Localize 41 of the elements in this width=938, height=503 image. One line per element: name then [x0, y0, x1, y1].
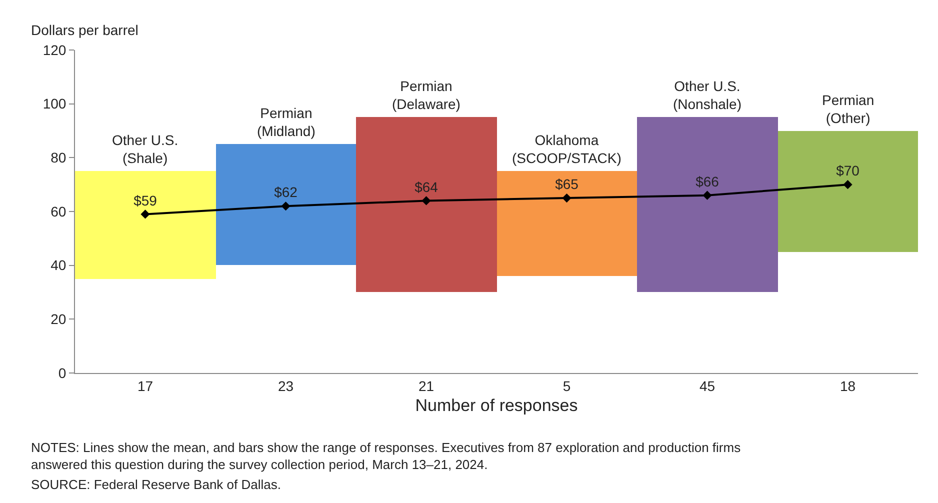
point — [562, 193, 572, 203]
x-tick-label: 45 — [699, 378, 716, 394]
annotation: Other U.S. (Nonshale) — [673, 78, 742, 112]
x-tick-label: 21 — [418, 378, 434, 394]
data-label: $64 — [414, 178, 438, 195]
data-label: $59 — [134, 192, 158, 208]
bar — [75, 171, 216, 279]
bar — [497, 171, 637, 276]
y-tick-label: 60 — [50, 203, 66, 220]
data-label: $66 — [696, 173, 720, 190]
annotation: Permian (Delaware) — [392, 78, 460, 112]
point — [702, 190, 712, 200]
y-tick-label: 100 — [42, 96, 66, 112]
point — [140, 210, 150, 219]
y-tick-label: 80 — [50, 150, 66, 166]
annotation: Permian (Other) — [822, 92, 874, 126]
x-axis-title: Number of responses — [415, 396, 578, 416]
annotation: Other U.S. (Shale) — [112, 132, 178, 166]
data-label: $62 — [274, 184, 298, 200]
y-tick-label: 0 — [58, 364, 66, 381]
bar — [637, 117, 778, 292]
y-tick-label: 40 — [50, 257, 66, 274]
x-tick-label: 23 — [278, 378, 294, 394]
source-note: SOURCE: Federal Reserve Bank of Dallas. — [31, 477, 281, 492]
x-tick-label: 18 — [840, 378, 856, 394]
annotation: Permian (Midland) — [257, 105, 316, 140]
bar — [216, 144, 356, 265]
x-tick-label: 5 — [562, 378, 571, 394]
x-tick-label: 17 — [137, 378, 154, 394]
data-label: $70 — [836, 162, 860, 179]
data-label: $65 — [555, 176, 579, 192]
y-tick-label: 120 — [42, 42, 66, 58]
text: NOTES: Lines show the mean, and bars show the range of responses. Executives from 87 exploration and production firms answered this question during the survey collection period, March 13–21, 2024. — [31, 440, 742, 472]
y-axis-title: Dollars per barrel — [31, 22, 138, 38]
bar — [778, 131, 918, 252]
point — [281, 202, 290, 211]
bar — [356, 117, 497, 292]
y-tick-label: 20 — [50, 311, 66, 328]
annotation: Oklahoma (SCOOP/STACK) — [512, 132, 622, 166]
point — [422, 196, 431, 206]
point — [843, 180, 852, 190]
